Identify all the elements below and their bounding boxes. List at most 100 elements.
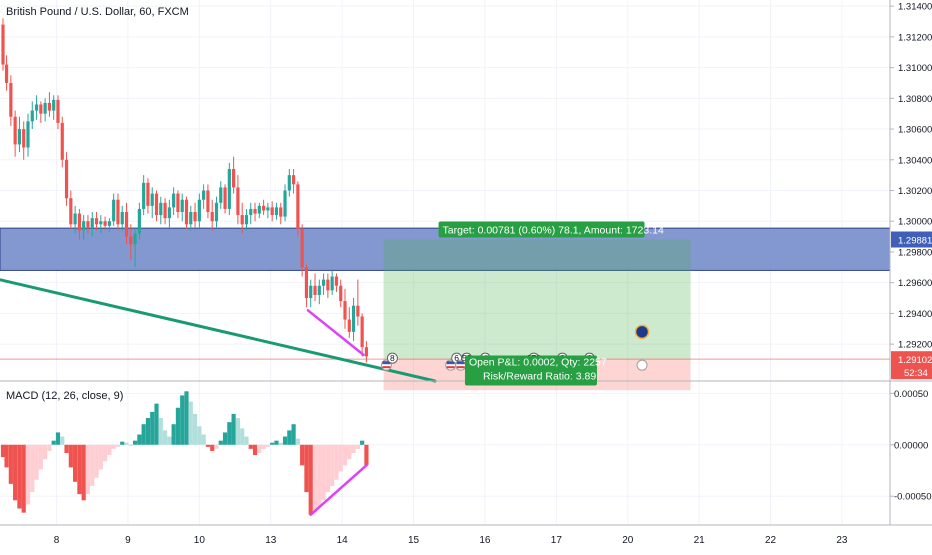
macd-histogram-bar [8,444,13,484]
price-tick-label: 1.30400 [898,155,932,166]
macd-axis[interactable]: 0.00050 0.00000 -0.00050 [890,389,932,503]
candle-body [339,285,343,302]
candle-body [326,279,330,291]
macd-histogram-bar [257,444,262,453]
price-badges: 1.29881 1.29102 52:34 [891,231,932,380]
macd-histogram-bar [51,440,56,445]
candle-body [274,207,279,216]
macd-histogram-bar [120,441,125,445]
macd-histogram-bar [222,432,228,445]
current-price-badge-label: 1.29102 [898,355,932,366]
candle-body [184,199,189,225]
macd-histogram-bar [0,444,6,458]
macd-histogram-bar [244,436,249,445]
price-tick-label: 1.31000 [898,63,932,74]
candle-body [232,168,236,188]
candle-body [214,202,219,222]
time-tick-label: 21 [694,535,706,546]
candle-body [223,187,227,209]
macd-histogram-bar [338,444,343,472]
price-axis-background [890,0,932,550]
macd-histogram-bar [73,444,78,482]
macd-histogram-bar [85,444,91,495]
candle-body [86,221,90,228]
macd-histogram-bar [162,430,168,445]
flag-stripe [446,366,455,369]
macd-histogram-bar [287,430,292,445]
macd-histogram-bar [321,444,326,501]
macd-histogram-bar [30,444,35,493]
candle-body [172,193,176,208]
macd-histogram-bar [167,436,172,445]
candle-body [73,213,77,225]
candle-body [112,199,116,222]
event-count-badge [386,352,398,364]
candle-body [300,228,304,268]
time-tick-label: 16 [479,535,491,546]
macd-histogram-bar [270,442,275,445]
flag-stripe [456,366,465,369]
price-divergence-line [306,309,365,357]
candle-body [283,190,287,217]
candle-body [193,212,197,222]
macd-histogram-bar [184,391,189,445]
candle-body [163,202,167,219]
candle-body [39,104,43,114]
candle-body [137,208,141,234]
candle-body [129,236,133,245]
trend-line [0,278,437,383]
macd-histogram-bar [218,440,223,445]
price-tick-label: 1.30200 [898,186,932,197]
macd-divergence-line [309,464,368,516]
candle-body [262,205,266,211]
macd-histogram-bar [154,403,159,445]
macd-histogram-bar [68,444,73,468]
candle-body [197,199,201,222]
candle-body [13,116,17,145]
macd-histogram-bar [351,444,356,453]
macd-histogram-bar [115,444,121,447]
candle-body [150,193,154,206]
time-tick-label: 23 [836,535,848,546]
event-count: 8 [390,353,395,363]
price-tick-label: 1.30800 [898,94,932,105]
position-labels: Target: 0.00781 (0.60%) 78.1, Amount: 17… [438,221,664,386]
candle-body [69,198,73,225]
candle-body [9,82,13,117]
time-tick-label: 17 [551,535,563,546]
price-tick-label: 1.29600 [898,278,932,289]
macd-histogram-bar [21,444,26,513]
candle-body [296,184,300,229]
event-count: 6 [454,353,459,363]
candle-body [249,208,253,216]
macd-histogram-bar [64,444,69,453]
candle-body [257,205,261,214]
open-pl-label-background [464,355,597,386]
candle-body [4,64,9,83]
candle-body [291,175,296,185]
price-axis[interactable]: 1.31400 1.31200 1.31000 1.30800 1.30600 1.304… [890,2,932,351]
macd-histogram-bar [205,444,211,447]
candle-body [82,221,86,231]
macd-histogram-bar [150,411,155,445]
candle-body [351,305,356,332]
candle-body [343,301,347,320]
candle-body [64,159,69,199]
macd-histogram-bar [317,444,322,507]
candle-body [103,221,107,226]
candle-body [99,221,103,225]
time-tick-label: 22 [765,535,777,546]
candle-body [317,285,321,295]
chart-title: British Pound / U.S. Dollar, 60, FXCM [6,6,189,18]
countdown-label: 52:34 [904,368,928,379]
candle-body [210,212,214,222]
time-axis[interactable]: 8 9 10 13 14 15 16 17 20 21 22 23 [54,535,848,546]
macd-histogram-bar [60,436,65,445]
candle-body [52,99,56,111]
candle-body [321,279,326,286]
macd-histogram-bar [188,401,193,445]
macd-histogram-bar [295,438,300,445]
macd-histogram-bar [171,424,176,445]
macd-histogram-bar [325,444,330,493]
